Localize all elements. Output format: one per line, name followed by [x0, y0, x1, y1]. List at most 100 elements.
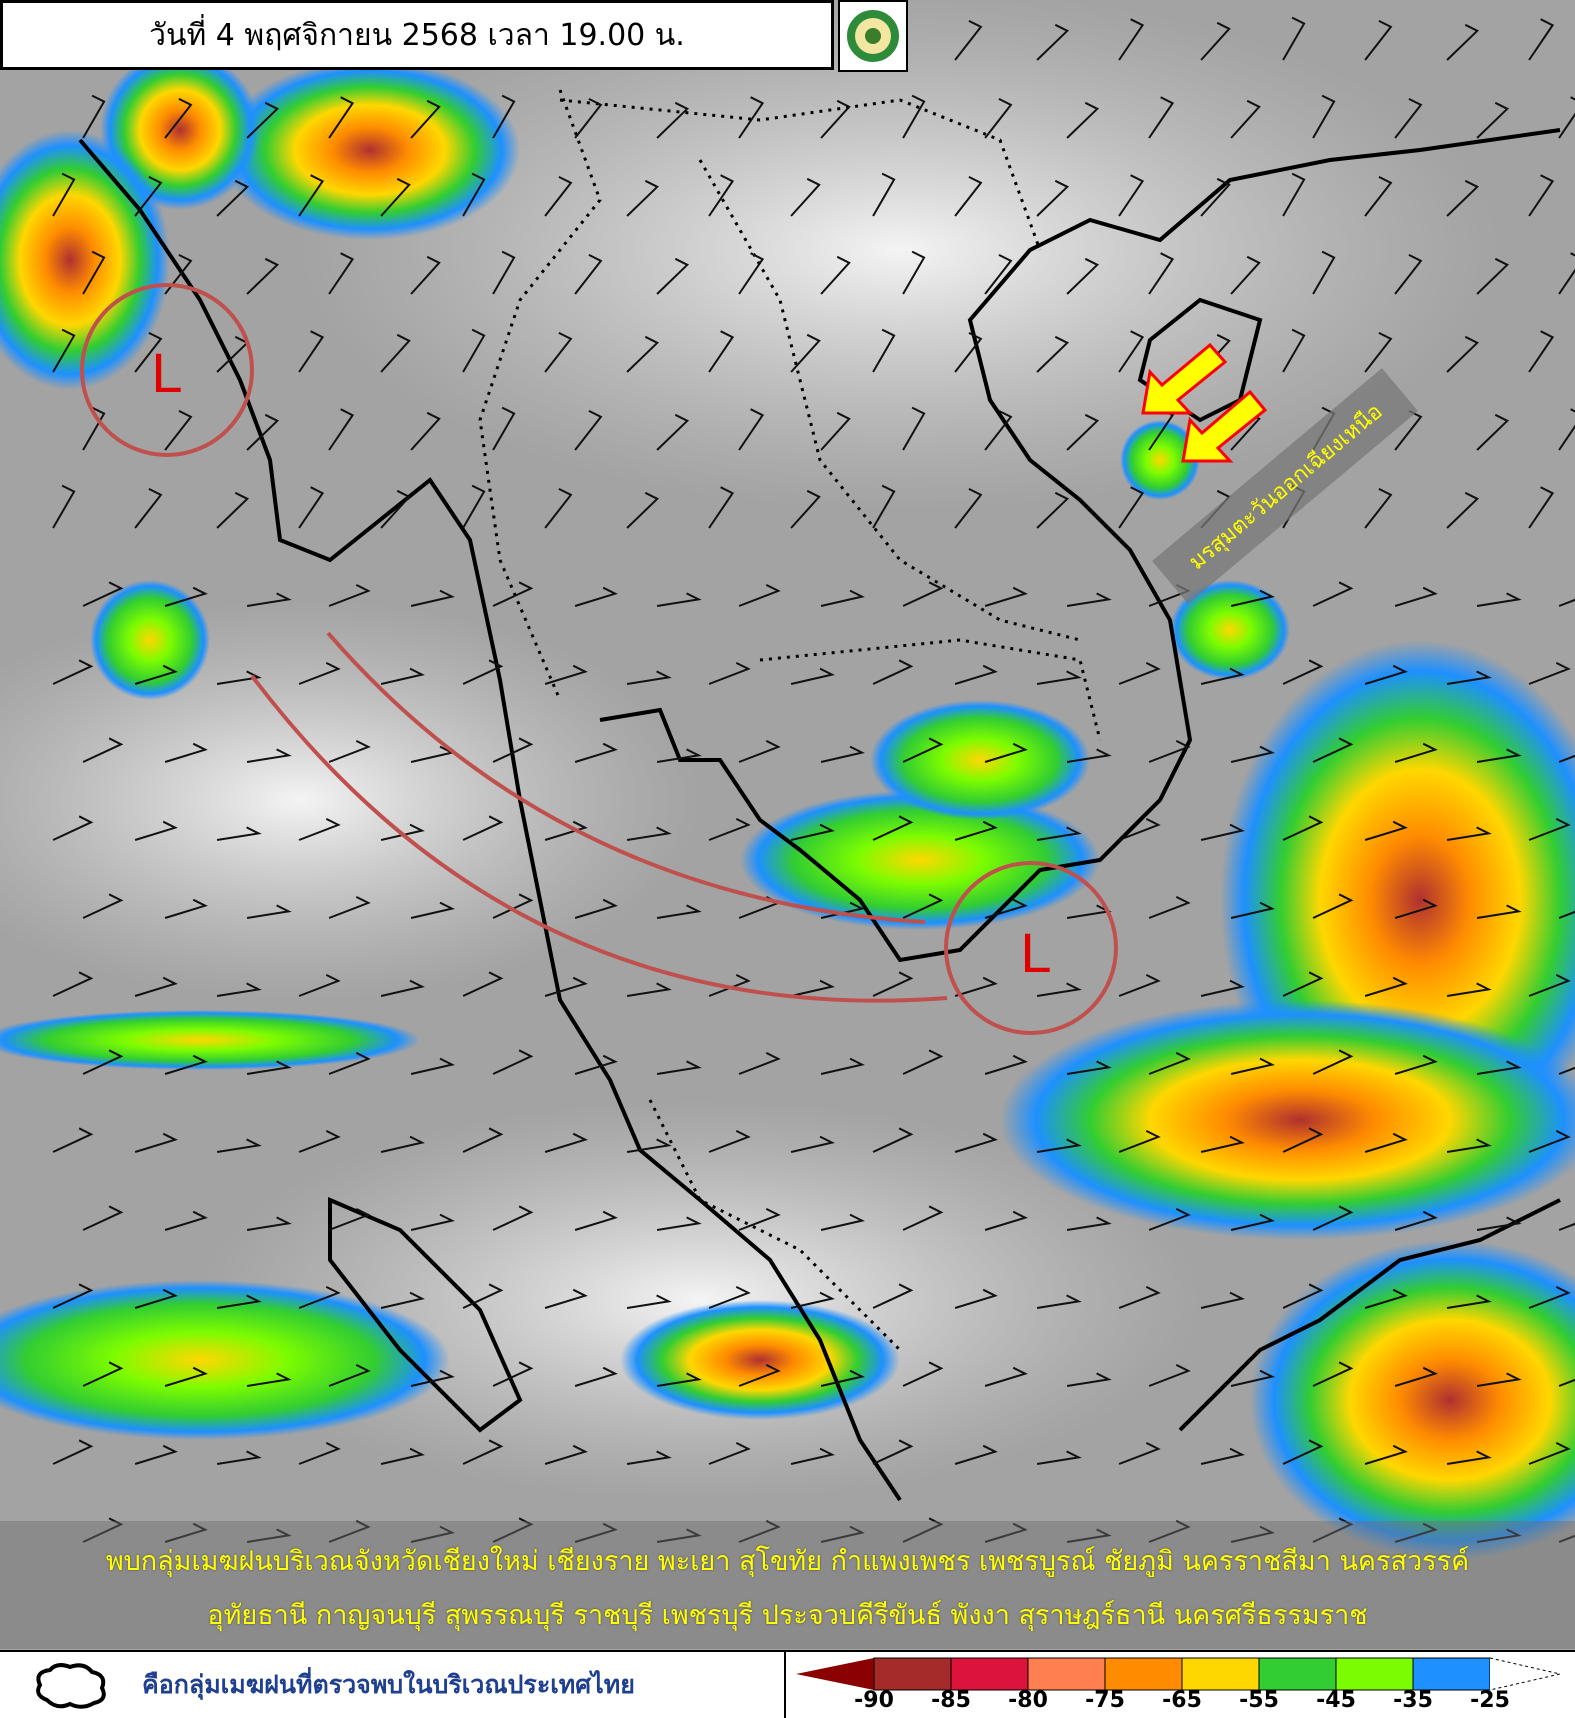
wind-barb [984, 898, 1028, 919]
wind-barb [708, 174, 735, 217]
wind-barb [1148, 252, 1175, 295]
wind-barb [164, 1522, 208, 1543]
wind-barb [164, 742, 208, 763]
wind-barb [1036, 491, 1070, 529]
wind-barb [216, 179, 250, 217]
wind-barb [410, 1213, 455, 1231]
wind-barb [820, 255, 851, 295]
wind-barb [902, 250, 926, 295]
wind-barb [574, 898, 618, 919]
wind-barb [246, 257, 280, 295]
wind-barb [410, 411, 441, 451]
wind-barb [1036, 982, 1082, 997]
wind-barb [1558, 1066, 1575, 1075]
wind-barb [298, 330, 325, 373]
wind-barb [52, 172, 76, 217]
wind-barb [1364, 1132, 1408, 1153]
wind-barb [544, 820, 588, 841]
colorbar-segment [1027, 1657, 1106, 1691]
low-pressure-label: L [1020, 921, 1051, 984]
colorbar-min-arrow [796, 1658, 874, 1690]
wind-barb [216, 1294, 262, 1309]
wind-barb [1394, 254, 1423, 295]
wind-barb [328, 252, 355, 295]
wind-barb [984, 586, 1028, 607]
wind-barb [738, 96, 765, 139]
wind-barb [1036, 826, 1082, 841]
wind-barb [1036, 23, 1070, 61]
wind-barb [1282, 328, 1306, 373]
wind-barb [216, 491, 250, 529]
wind-barb [544, 176, 573, 217]
wind-barb [1312, 1517, 1354, 1543]
wind-barb [708, 974, 751, 997]
wind-barb [1036, 1450, 1082, 1465]
wind-barb [872, 815, 914, 841]
arrow-icon [1141, 342, 1228, 415]
wind-barb [656, 257, 690, 295]
wind-barb [1066, 592, 1112, 607]
wind-barb [1282, 172, 1306, 217]
wind-barb [328, 740, 371, 763]
wind-barb [492, 893, 534, 919]
wind-barb [492, 1205, 534, 1231]
wind-barb [164, 1054, 208, 1075]
wind-barb [1312, 250, 1336, 295]
wind-barb [52, 971, 94, 997]
wind-barb [1446, 335, 1480, 373]
wind-barb [574, 410, 603, 451]
wind-barb [216, 826, 262, 841]
wind-barb [134, 1288, 178, 1309]
banner-line-2: อุทัยธานี กาญจนบุรี สุพรรณบุรี ราชบุรี เ… [207, 1600, 1368, 1631]
wind-barb [1558, 1222, 1575, 1231]
wind-barb [246, 1372, 292, 1387]
wind-barb [328, 408, 355, 451]
wind-barb [1476, 1060, 1522, 1075]
wind-barb [954, 1288, 998, 1309]
colorbar-tick: -55 [1239, 1688, 1279, 1713]
wind-barb [1312, 893, 1354, 919]
wind-barb [738, 584, 781, 607]
wind-barb [1118, 1442, 1161, 1465]
wind-barb [1148, 1520, 1191, 1543]
wind-barb [626, 670, 672, 685]
wind-barb [1200, 979, 1245, 997]
colorbar-tick: -80 [1008, 1688, 1048, 1713]
wind-barb [82, 1361, 124, 1387]
wind-barb [790, 333, 821, 373]
wind-barb [1200, 21, 1231, 61]
wind-barb [1230, 1057, 1275, 1075]
wind-barb [1066, 1372, 1112, 1387]
cloud-outline-icon [36, 1663, 106, 1709]
colorbar-segment [1181, 1657, 1260, 1691]
wind-barb [52, 659, 94, 685]
wind-barb [626, 491, 660, 529]
wind-barb [984, 1366, 1028, 1387]
wind-barb [216, 1450, 262, 1465]
wind-barb [1394, 898, 1438, 919]
wind-barb [1364, 1444, 1408, 1465]
wind-barb [656, 904, 702, 919]
wind-barb [1148, 1208, 1191, 1231]
wind-barb [246, 1216, 292, 1231]
wind-barb [328, 1052, 371, 1075]
wind-barb [984, 1522, 1028, 1543]
wind-barb [134, 1444, 178, 1465]
wind-barb [954, 820, 998, 841]
wind-barb [790, 667, 835, 685]
wind-barb [1446, 1450, 1492, 1465]
wind-barb [1282, 815, 1324, 841]
wind-barb [902, 406, 926, 451]
wind-barb [544, 664, 588, 685]
wind-barb [544, 1288, 588, 1309]
wind-barb [1118, 486, 1145, 529]
temperature-colorbar [796, 1657, 1561, 1691]
wind-barb [1066, 413, 1100, 451]
wind-barb [790, 979, 835, 997]
wind-barb [1312, 737, 1354, 763]
wind-barb [902, 737, 944, 763]
wind-barb [872, 328, 896, 373]
wind-barb [820, 1369, 865, 1387]
wind-barb [1312, 581, 1354, 607]
wind-barb [820, 1525, 865, 1543]
